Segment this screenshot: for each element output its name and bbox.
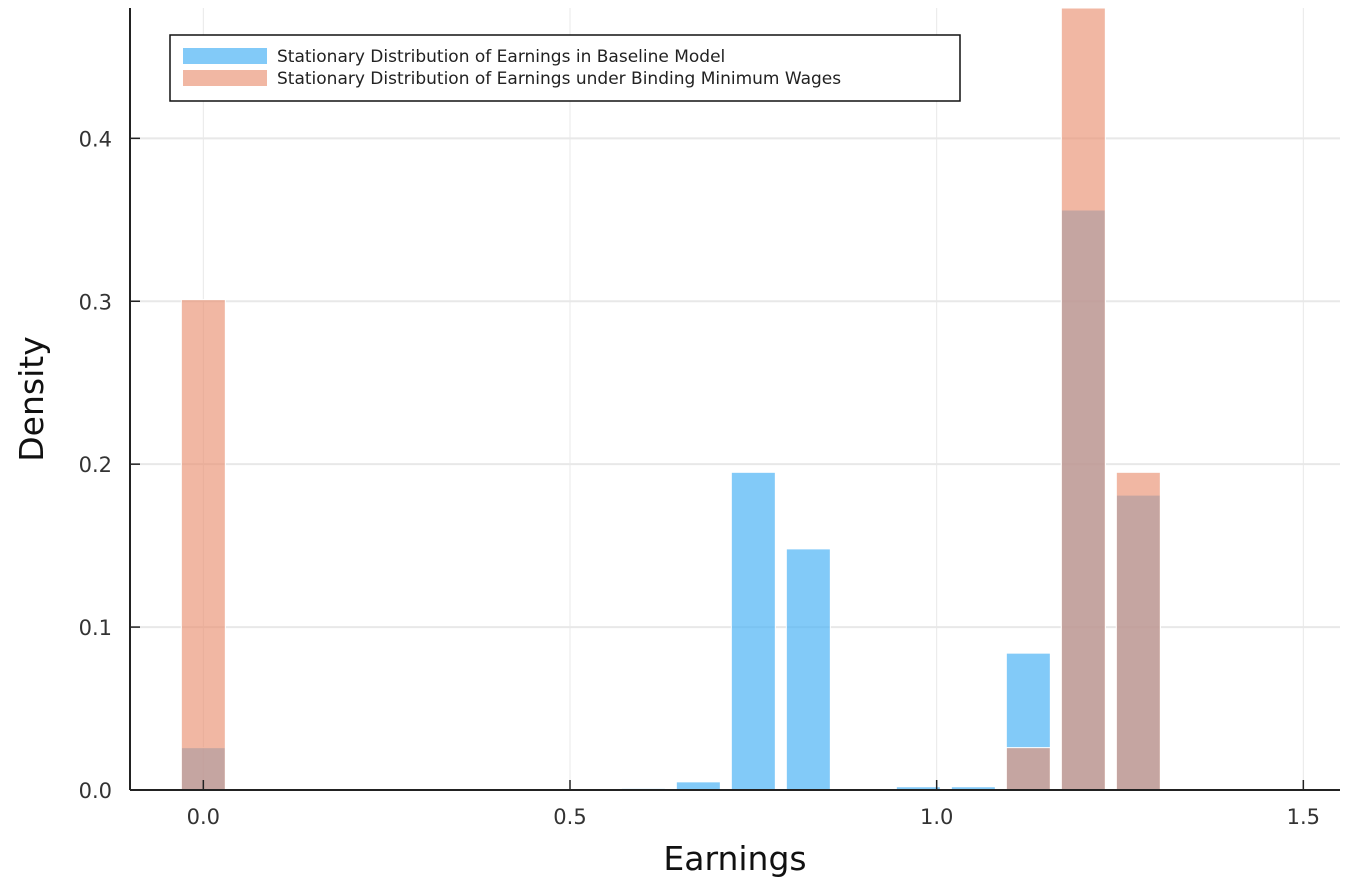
x-tick-label: 0.0 [187,805,220,829]
bar [730,471,776,791]
legend-box [169,34,961,102]
series-0 [180,209,1161,791]
y-tick-label: 0.2 [79,453,112,477]
x-tick-label: 0.5 [553,805,586,829]
y-tick-label: 0.4 [79,127,112,151]
y-tick-label: 0.3 [79,290,112,314]
x-tick-label: 1.0 [920,805,953,829]
bar [1115,471,1161,791]
series-1 [180,7,1161,791]
legend-swatch-baseline [183,48,267,64]
legend: Stationary Distribution of Earnings in B… [169,34,961,102]
bar [180,299,226,791]
y-axis-title: Density [12,336,51,461]
legend-label-minimum-wage: Stationary Distribution of Earnings unde… [277,69,841,89]
bar [1060,7,1106,791]
y-tick-label: 0.1 [79,616,112,640]
bar-series-layer [180,7,1161,791]
x-tick-label: 1.5 [1287,805,1320,829]
bar [675,781,721,791]
y-tick-label: 0.0 [79,779,112,803]
bar [1005,747,1051,791]
legend-label-baseline: Stationary Distribution of Earnings in B… [277,47,725,67]
legend-swatch-minimum-wage [183,70,267,86]
bar [785,548,831,791]
x-axis-title: Earnings [663,839,806,878]
tick-layer: 0.0 0.5 1.0 1.5 0.0 0.1 0.2 0.3 0.4 [79,127,1320,829]
